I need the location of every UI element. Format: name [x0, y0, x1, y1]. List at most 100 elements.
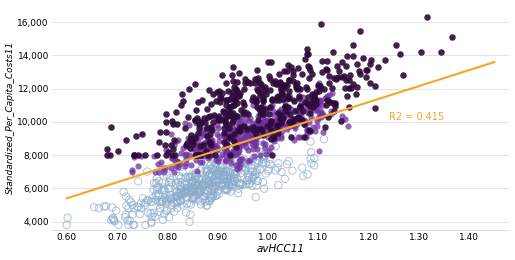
- Point: [310, 95, 318, 99]
- Point: [283, 69, 291, 74]
- Point: [212, 162, 220, 167]
- Point: [191, 182, 199, 186]
- Point: [289, 69, 298, 73]
- Point: [199, 181, 207, 186]
- Point: [229, 149, 237, 153]
- Point: [274, 161, 282, 165]
- Point: [286, 66, 295, 70]
- Point: [304, 64, 313, 68]
- Point: [206, 132, 214, 136]
- Point: [193, 153, 201, 158]
- Point: [297, 114, 305, 118]
- Point: [229, 162, 237, 166]
- Point: [158, 200, 166, 204]
- Point: [241, 169, 249, 173]
- Point: [308, 98, 317, 102]
- Point: [230, 153, 238, 157]
- Point: [220, 118, 229, 122]
- Point: [283, 124, 291, 128]
- Point: [328, 90, 336, 95]
- Point: [213, 132, 221, 136]
- Point: [208, 102, 216, 106]
- Point: [182, 144, 190, 148]
- Point: [280, 83, 288, 87]
- Point: [151, 170, 159, 174]
- Point: [222, 139, 230, 143]
- Point: [240, 161, 248, 165]
- Point: [199, 183, 207, 187]
- Point: [213, 123, 221, 127]
- Point: [194, 198, 202, 202]
- Point: [226, 135, 234, 139]
- Point: [100, 205, 108, 209]
- Point: [221, 131, 230, 135]
- Point: [228, 180, 236, 184]
- Point: [182, 186, 190, 190]
- Point: [218, 184, 227, 188]
- Point: [193, 188, 201, 192]
- Point: [214, 190, 222, 194]
- Point: [162, 148, 170, 152]
- Y-axis label: Standardized_Per_Capita_Costs11: Standardized_Per_Capita_Costs11: [6, 41, 14, 194]
- Point: [203, 115, 212, 119]
- Point: [248, 166, 256, 170]
- Point: [157, 202, 165, 206]
- Point: [177, 188, 185, 192]
- Point: [192, 171, 200, 175]
- Point: [241, 165, 249, 170]
- Point: [139, 196, 147, 200]
- Point: [293, 122, 301, 126]
- Point: [331, 103, 339, 108]
- Point: [246, 136, 254, 140]
- Point: [236, 91, 244, 95]
- Point: [295, 96, 303, 100]
- Point: [190, 146, 198, 151]
- Point: [223, 180, 231, 184]
- Point: [238, 143, 246, 147]
- Point: [165, 196, 174, 200]
- Point: [111, 219, 119, 223]
- Point: [179, 146, 187, 150]
- Point: [244, 159, 252, 163]
- Point: [233, 167, 242, 171]
- Point: [222, 149, 230, 153]
- Point: [252, 184, 261, 188]
- Point: [195, 148, 203, 153]
- Point: [229, 115, 237, 119]
- Point: [263, 119, 271, 124]
- Point: [178, 92, 186, 96]
- Point: [318, 59, 326, 63]
- Point: [254, 159, 263, 163]
- Point: [211, 180, 219, 184]
- Point: [228, 104, 236, 108]
- Point: [182, 152, 190, 157]
- Point: [277, 86, 285, 90]
- Point: [162, 200, 170, 204]
- Point: [249, 125, 257, 129]
- Point: [323, 98, 331, 102]
- Point: [212, 184, 220, 188]
- Point: [154, 185, 163, 189]
- Point: [181, 126, 189, 131]
- Point: [216, 165, 225, 169]
- Point: [277, 121, 285, 125]
- Point: [147, 221, 156, 225]
- Point: [192, 153, 200, 157]
- Point: [192, 158, 200, 162]
- Point: [137, 154, 145, 158]
- Point: [234, 187, 243, 191]
- Point: [240, 157, 248, 161]
- Point: [134, 153, 142, 157]
- Point: [311, 108, 319, 112]
- Point: [191, 153, 199, 157]
- Point: [288, 169, 297, 173]
- Point: [267, 105, 275, 109]
- Point: [277, 113, 285, 118]
- Point: [363, 68, 371, 72]
- Point: [285, 93, 294, 97]
- Point: [220, 177, 229, 181]
- Point: [323, 68, 331, 73]
- Point: [263, 129, 271, 134]
- Point: [176, 198, 184, 202]
- Point: [261, 118, 269, 122]
